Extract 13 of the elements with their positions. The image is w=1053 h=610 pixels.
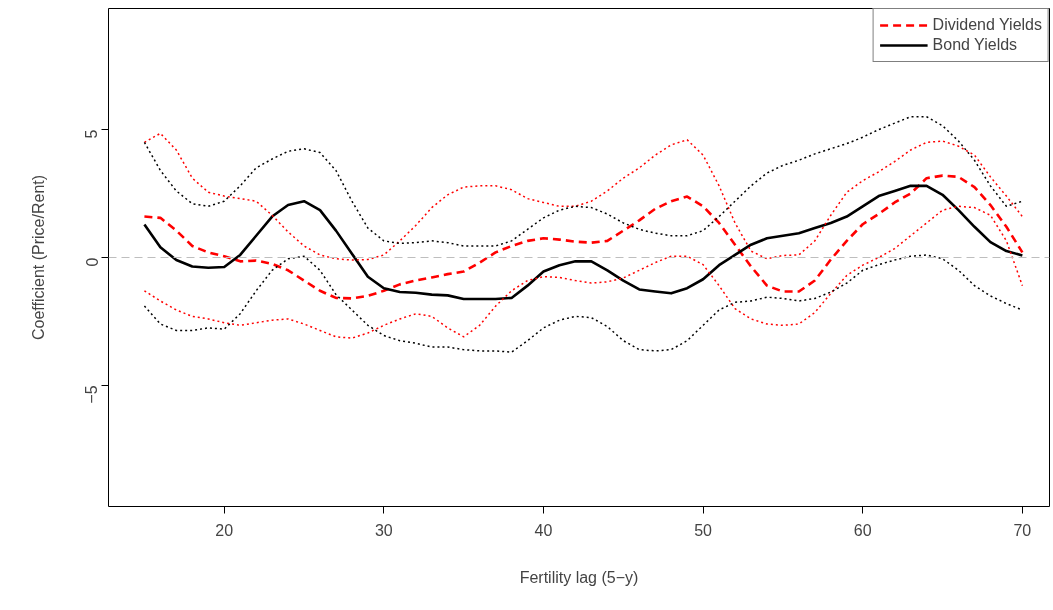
legend-label: Bond Yields [932, 36, 1018, 54]
y-tick-label: 0 [83, 257, 101, 267]
y-tick-label: 5 [83, 129, 101, 139]
x-tick-label: 20 [215, 521, 234, 539]
y-tick-label: −5 [83, 385, 101, 404]
x-axis-title: Fertility lag (5−y) [519, 568, 639, 586]
x-tick-label: 50 [694, 521, 713, 539]
x-tick-label: 40 [534, 521, 553, 539]
x-tick-label: 70 [1013, 521, 1032, 539]
legend-label: Dividend Yields [932, 16, 1042, 34]
y-axis-title: Coefficient (Price/Rent) [29, 174, 47, 341]
x-tick-label: 30 [374, 521, 393, 539]
x-tick-label: 60 [853, 521, 872, 539]
